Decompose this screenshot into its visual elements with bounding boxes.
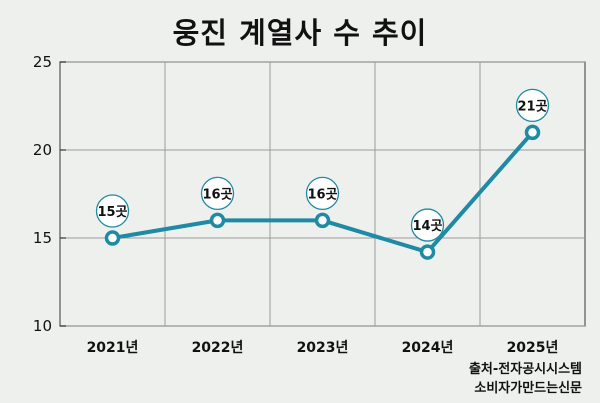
- data-point: [209, 212, 226, 229]
- x-tick-label: 2024년: [402, 340, 454, 356]
- y-tick-label: 25: [33, 53, 52, 71]
- data-label: 16곳: [307, 187, 337, 202]
- y-axis: 10 15 20 25: [33, 53, 52, 335]
- data-label: 16곳: [202, 187, 232, 202]
- data-label: 21곳: [517, 99, 547, 114]
- data-points: 15곳 16곳 16곳 14곳 21곳: [95, 88, 550, 260]
- data-point: [419, 244, 436, 260]
- source-line-1: 출처-전자공시시스템: [468, 362, 582, 377]
- y-tick-label: 15: [33, 229, 52, 247]
- data-label-bubble: [515, 88, 550, 123]
- source-line-2: 소비자가만드는신문: [474, 381, 582, 396]
- data-label: 15곳: [97, 205, 127, 220]
- source-credit: 출처-전자공시시스템 소비자가만드는신문: [469, 360, 582, 398]
- y-tick-label: 10: [33, 317, 52, 335]
- data-label-bubble: [410, 208, 445, 242]
- x-tick-label: 2021년: [87, 340, 139, 356]
- x-tick-label: 2022년: [192, 340, 244, 356]
- data-label-bubble: [200, 176, 235, 211]
- data-label-bubble: [95, 194, 130, 228]
- data-label-bubble: [305, 176, 340, 211]
- grid: [59, 61, 586, 327]
- data-point: [314, 212, 331, 229]
- data-point: [524, 124, 541, 141]
- x-axis: 2021년 2022년 2023년 2024년 2025년: [87, 340, 559, 356]
- data-point: [104, 230, 121, 246]
- y-tick-label: 20: [33, 141, 52, 159]
- x-tick-label: 2025년: [507, 340, 559, 356]
- data-label: 14곳: [412, 219, 442, 234]
- x-tick-label: 2023년: [297, 340, 349, 356]
- chart-title: 웅진 계열사 수 추이: [172, 16, 428, 50]
